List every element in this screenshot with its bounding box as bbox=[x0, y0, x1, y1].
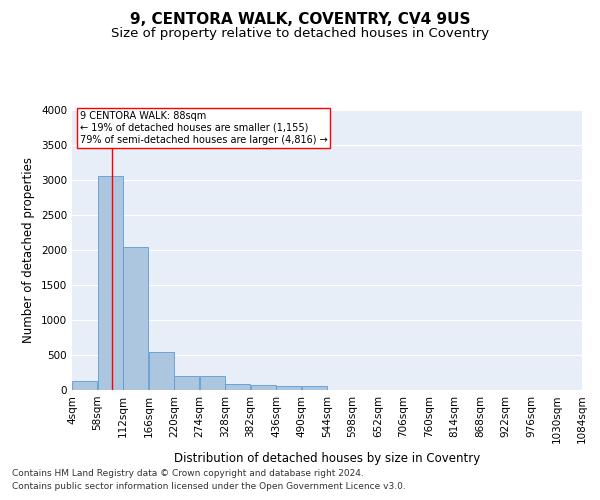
Bar bbox=[72, 381, 97, 390]
Bar bbox=[225, 384, 250, 390]
Text: Contains HM Land Registry data © Crown copyright and database right 2024.: Contains HM Land Registry data © Crown c… bbox=[12, 468, 364, 477]
Bar bbox=[174, 376, 199, 390]
Y-axis label: Number of detached properties: Number of detached properties bbox=[22, 157, 35, 343]
Bar bbox=[276, 386, 301, 390]
Text: Size of property relative to detached houses in Coventry: Size of property relative to detached ho… bbox=[111, 28, 489, 40]
Bar bbox=[123, 246, 148, 390]
Bar bbox=[98, 176, 123, 390]
Bar bbox=[302, 386, 327, 390]
Bar bbox=[251, 385, 276, 390]
Text: 9, CENTORA WALK, COVENTRY, CV4 9US: 9, CENTORA WALK, COVENTRY, CV4 9US bbox=[130, 12, 470, 28]
Bar bbox=[149, 352, 174, 390]
Text: Contains public sector information licensed under the Open Government Licence v3: Contains public sector information licen… bbox=[12, 482, 406, 491]
X-axis label: Distribution of detached houses by size in Coventry: Distribution of detached houses by size … bbox=[174, 452, 480, 465]
Text: 9 CENTORA WALK: 88sqm
← 19% of detached houses are smaller (1,155)
79% of semi-d: 9 CENTORA WALK: 88sqm ← 19% of detached … bbox=[80, 112, 328, 144]
Bar bbox=[200, 376, 225, 390]
